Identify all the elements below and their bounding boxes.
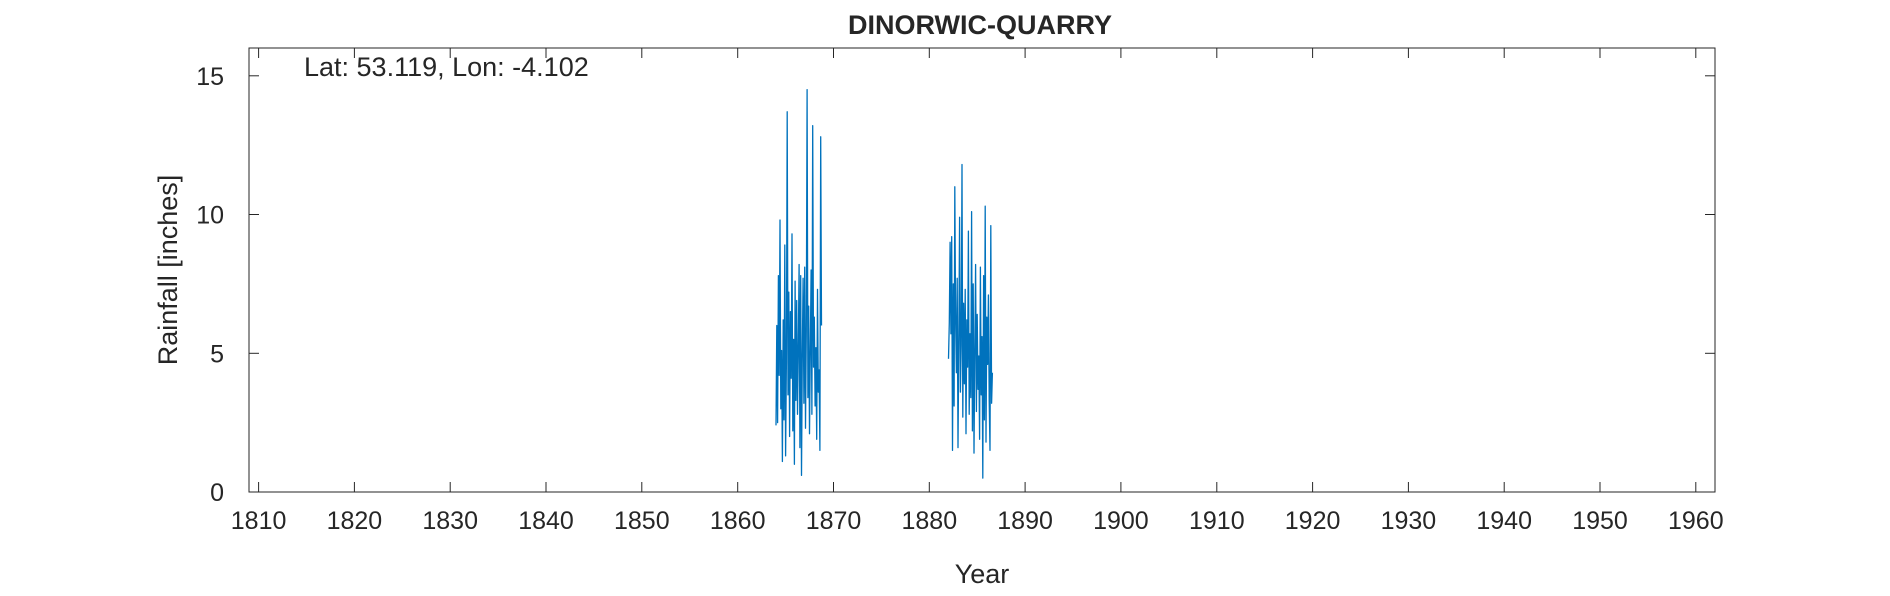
x-tick-label: 1900 [1093,507,1149,535]
rainfall-series-line [947,163,994,479]
x-tick-label: 1810 [231,507,287,535]
chart-title: DINORWIC-QUARRY [848,10,1112,40]
x-tick-label: 1850 [614,507,670,535]
x-axis-label: Year [955,559,1010,589]
rainfall-series-line [775,88,823,477]
x-tick-label: 1820 [327,507,383,535]
x-axis-ticks: 1810 1820 1830 1840 1850 1860 1870 1880 1890 1900… [231,48,1724,535]
x-tick-label: 1930 [1381,507,1437,535]
y-tick-label: 10 [196,202,224,230]
x-tick-label: 1890 [997,507,1053,535]
series-layer [775,88,994,479]
x-tick-label: 1950 [1572,507,1628,535]
x-tick-label: 1960 [1668,507,1724,535]
x-tick-label: 1830 [422,507,478,535]
x-tick-label: 1910 [1189,507,1245,535]
x-tick-label: 1940 [1476,507,1532,535]
x-tick-label: 1880 [901,507,957,535]
y-tick-label: 15 [196,63,224,91]
x-tick-label: 1920 [1285,507,1341,535]
y-tick-label: 0 [210,479,224,507]
y-axis-label: Rainfall [inches] [153,175,183,366]
x-tick-label: 1840 [518,507,574,535]
x-tick-label: 1860 [710,507,766,535]
location-annotation: Lat: 53.119, Lon: -4.102 [304,52,589,82]
y-axis-ticks: 0 5 10 15 [196,63,1715,507]
y-tick-label: 5 [210,340,224,368]
x-tick-label: 1870 [806,507,862,535]
